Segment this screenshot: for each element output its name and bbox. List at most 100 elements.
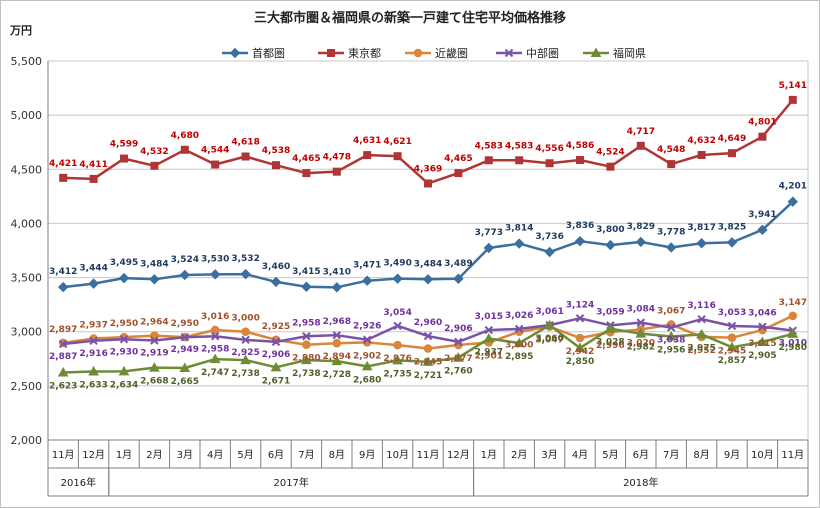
x-tick-label: 6月 [268,449,284,461]
data-point [210,325,220,335]
data-label: 2,906 [262,350,290,360]
x-tick-label: 9月 [724,449,740,461]
x-stroke [636,318,646,327]
data-label: 4,680 [171,131,199,141]
y-axis-ticks: 2,000 2,500 3,000 3,500 4,000 4,500 5,000 5,500 [11,55,43,447]
data-label: 4,548 [657,145,685,155]
legend-item: 近畿圏 [405,46,468,60]
x-stroke [271,337,281,347]
data-label: 2,634 [110,380,138,390]
data-label: 2,964 [140,318,168,328]
data-label: 4,631 [353,136,381,146]
data-label: 2,945 [718,347,746,357]
data-label: 2,857 [718,356,746,366]
data-label: 2,960 [414,318,442,328]
data-label: 3,054 [383,308,411,318]
data-point [209,353,221,364]
data-point [58,339,68,349]
data-point [393,321,402,331]
series-group [57,95,799,377]
data-label: 2,876 [383,354,411,364]
data-label: 3,047 [535,336,563,346]
data-point [301,354,312,365]
x-tick-label: 2月 [511,449,527,461]
data-point [513,337,525,348]
data-label: 4,583 [505,141,533,151]
data-label: 3,053 [718,308,746,318]
legend-label: 中部圏 [526,46,559,60]
data-label: 4,465 [292,154,320,164]
data-label: 2,671 [262,376,290,386]
data-label: 3,084 [627,305,655,315]
data-label: 4,478 [323,153,351,163]
data-point [361,275,373,286]
data-label: 2,728 [323,370,351,380]
data-label: 2,760 [444,367,472,377]
data-point [89,336,98,346]
data-label: 2,958 [201,344,229,354]
data-point [757,224,768,236]
data-point [483,333,495,343]
data-label: 2,968 [323,317,351,327]
x-stroke [758,322,767,331]
data-label: 3,046 [748,309,776,319]
data-label: 2,982 [627,343,655,353]
data-label: 4,632 [687,136,715,146]
y-tick-label: 4,500 [11,163,43,176]
data-point [89,174,98,183]
x-stroke [241,335,250,345]
data-point [666,323,676,332]
data-point [210,332,220,341]
data-point [332,330,342,340]
x-stroke [119,335,129,344]
data-point [241,327,250,337]
x-tick-label: 1月 [481,449,497,461]
data-point [211,160,220,169]
data-point [453,352,464,362]
data-label: 3,471 [353,261,381,271]
chart-title: 三大都市圏＆福岡県の新築一戸建て住宅平均価格推移 [254,10,566,26]
data-point [241,152,250,161]
data-point [665,242,677,253]
data-point [331,355,343,366]
data-point [302,169,311,178]
x-stroke [484,325,494,335]
data-label: 3,814 [505,224,533,234]
x-stroke [58,339,68,349]
data-point [179,362,191,372]
data-label: 3,829 [627,222,655,232]
x-tick-label: 4月 [207,449,223,461]
legend-item: 中部圏 [496,46,559,60]
data-label: 4,421 [49,159,77,169]
x-stroke [504,48,514,58]
data-point [240,354,251,365]
data-point [665,330,677,341]
data-label: 4,586 [566,141,594,151]
data-label: 2,930 [110,347,138,357]
data-point [88,278,99,289]
data-label: 2,950 [171,319,199,329]
x-stroke [210,332,220,341]
data-point [727,321,737,331]
data-point [544,246,555,258]
data-point [120,154,128,163]
data-point [88,365,99,376]
x-tick-label: 5月 [237,449,253,461]
data-point [788,311,798,321]
y-tick-label: 3,500 [11,272,43,285]
data-point [424,179,432,188]
data-point [515,156,524,165]
x-tick-label: 10月 [386,449,409,461]
data-point [332,167,341,176]
x-year-label: 2017年 [273,476,308,489]
data-label: 3,124 [566,300,594,310]
data-label: 3,825 [718,222,746,232]
data-label: 2,721 [414,371,442,381]
data-label: 2,926 [353,322,381,332]
data-point [544,319,555,330]
data-label: 3,495 [110,258,138,268]
